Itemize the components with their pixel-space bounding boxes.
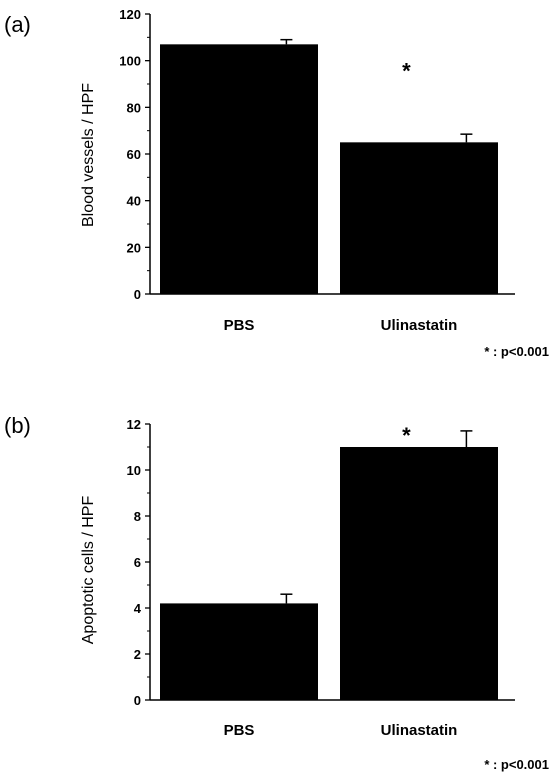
panel-a-bar-0 <box>160 44 318 295</box>
panel-b-y-tick-label-1: 2 <box>134 647 141 662</box>
panel-b-category-label-0: PBS <box>224 722 255 739</box>
panel-b-y-ticks: 0 2 4 6 8 10 12 <box>127 417 150 708</box>
panel-a-category-labels: PBS Ulinastatin <box>224 317 458 334</box>
panel-a-bars: * <box>160 38 498 295</box>
panel-b-y-tick-label-2: 4 <box>134 601 142 616</box>
panel-b-y-axis-title: Apoptotic cells / HPF <box>80 496 97 645</box>
panel-a-y-axis-title: Blood vessels / HPF <box>80 83 97 227</box>
panel-a-y-tick-label-4: 80 <box>127 100 141 115</box>
panel-a-y-tick-label-2: 40 <box>127 194 141 209</box>
panel-b-bars: * <box>160 423 498 700</box>
panel-a-label: (a) <box>4 12 31 37</box>
panel-a-chart: (a) Blood vessels / HPF * : p<0.001 0 20 4… <box>4 7 549 359</box>
panel-b-y-tick-label-5: 10 <box>127 463 141 478</box>
panel-b-significance-marker-1: * <box>402 423 411 448</box>
panel-b-category-label-1: Ulinastatin <box>381 722 458 739</box>
panel-a-y-tick-label-5: 100 <box>119 54 141 69</box>
panel-a-bar-1 <box>340 142 498 294</box>
panel-b-chart: (b) Apoptotic cells / HPF * : p<0.001 0 2… <box>4 413 549 772</box>
panel-a-category-label-0: PBS <box>224 317 255 334</box>
panel-b-bar-0 <box>160 603 318 700</box>
panel-b-category-labels: PBS Ulinastatin <box>224 722 458 739</box>
panel-b-significance-note: * : p<0.001 <box>484 757 549 772</box>
panel-a-y-tick-label-3: 60 <box>127 147 141 162</box>
panel-a-y-tick-label-1: 20 <box>127 240 141 255</box>
panel-a-y-tick-label-0: 0 <box>134 287 141 302</box>
panel-b-y-tick-label-3: 6 <box>134 555 141 570</box>
panel-b-label: (b) <box>4 413 31 438</box>
panel-b-y-tick-label-0: 0 <box>134 693 141 708</box>
panel-b-y-tick-label-6: 12 <box>127 417 141 432</box>
panel-a-significance-note: * : p<0.001 <box>484 344 549 359</box>
panel-a-y-ticks: 0 20 40 60 80 100 120 <box>119 7 150 302</box>
panel-a-y-tick-label-6: 120 <box>119 7 141 22</box>
panel-a-significance-marker-1: * <box>402 58 411 83</box>
panel-a-category-label-1: Ulinastatin <box>381 317 458 334</box>
panel-b-y-tick-label-4: 8 <box>134 509 141 524</box>
panel-b-bar-1 <box>340 447 498 700</box>
